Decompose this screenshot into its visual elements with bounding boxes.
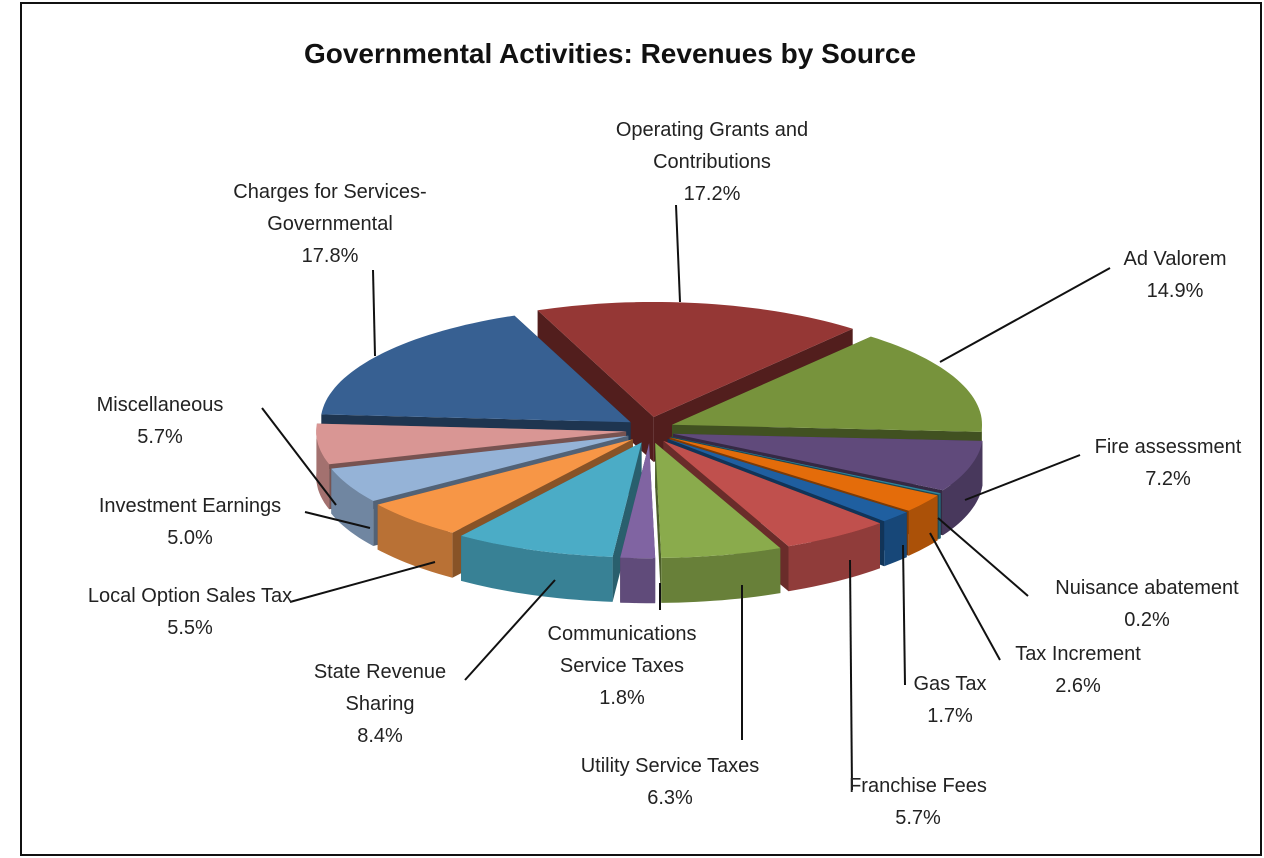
leader-line (939, 267, 1111, 363)
category-label: Investment Earnings (98, 495, 282, 517)
data-label: Communications Service Taxes 1.8% (517, 618, 727, 714)
value-label: 5.7% (895, 807, 941, 829)
data-label: Gas Tax 1.7% (895, 668, 1005, 732)
slice-side (377, 504, 453, 578)
slice (321, 315, 631, 423)
value-label: 6.3% (647, 787, 693, 809)
slice-wall (331, 435, 629, 514)
value-label: 17.8% (301, 245, 359, 267)
data-label: Local Option Sales Tax 5.5% (80, 580, 300, 644)
value-label: 1.7% (927, 705, 973, 727)
data-label: Tax Increment 2.6% (988, 638, 1168, 702)
slice-side (942, 440, 983, 536)
value-label: 0.2% (1124, 609, 1170, 631)
category-label: Gas Tax (913, 673, 987, 695)
slice (537, 302, 853, 417)
category-label: State Revenue Sharing (313, 661, 447, 715)
value-label: 1.8% (599, 687, 645, 709)
value-label: 5.0% (167, 527, 213, 549)
slice (672, 336, 982, 432)
data-label: Nuisance abatement 0.2% (1027, 572, 1264, 636)
slice (316, 423, 627, 465)
category-label: Charges for Services-Governmental (233, 181, 427, 235)
slice-side (620, 557, 656, 604)
value-label: 8.4% (357, 725, 403, 747)
category-label: Nuisance abatement (1055, 577, 1239, 599)
slice (620, 443, 656, 559)
slice (667, 438, 907, 522)
slice (669, 437, 938, 511)
leader-line (964, 454, 1081, 501)
slice-side (788, 523, 880, 592)
category-label: Franchise Fees (849, 775, 987, 797)
leader-line (849, 559, 853, 791)
frame (20, 2, 1262, 856)
slice (655, 442, 781, 558)
data-label: Fire assessment 7.2% (1068, 431, 1264, 495)
slice-side (908, 495, 938, 556)
slice-side (884, 512, 907, 567)
leader-line (902, 544, 906, 686)
leader-line (675, 204, 681, 303)
slice-side (316, 427, 330, 510)
data-label: Investment Earnings 5.0% (70, 490, 310, 554)
data-label: Operating Grants and Contributions 17.2% (582, 114, 842, 210)
category-label: Fire assessment (1094, 436, 1242, 458)
slice (663, 440, 880, 547)
category-label: Miscellaneous (96, 394, 224, 416)
value-label: 2.6% (1055, 675, 1101, 697)
leader-line (261, 407, 337, 506)
leader-line (937, 517, 1029, 597)
leader-line (464, 579, 556, 681)
slice (331, 435, 629, 501)
leader-line (304, 511, 371, 529)
slice (673, 433, 983, 491)
category-label: Utility Service Taxes (580, 755, 760, 777)
value-label: 7.2% (1145, 468, 1191, 490)
data-label: Miscellaneous 5.7% (70, 389, 250, 453)
leader-line (372, 269, 376, 357)
category-label: Operating Grants and Contributions (615, 119, 809, 173)
slice-side (461, 535, 613, 602)
slice-side (661, 548, 781, 603)
chart-title: Governmental Activities: Revenues by Sou… (303, 38, 917, 69)
value-label: 14.9% (1146, 280, 1204, 302)
value-label: 5.5% (167, 617, 213, 639)
slice (461, 442, 642, 557)
slice-wall (655, 442, 662, 603)
data-label: Utility Service Taxes 6.3% (550, 750, 790, 814)
slice (670, 436, 941, 495)
category-label: Ad Valorem (1123, 248, 1227, 270)
data-label: State Revenue Sharing 8.4% (290, 656, 470, 752)
leader-line (289, 561, 436, 603)
slice (377, 439, 633, 533)
leader-line (929, 532, 1001, 661)
category-label: Communications Service Taxes (547, 623, 697, 677)
data-label: Charges for Services-Governmental 17.8% (200, 176, 460, 272)
category-label: Local Option Sales Tax (87, 585, 293, 607)
category-label: Tax Increment (1015, 643, 1141, 665)
data-label: Ad Valorem 14.9% (1095, 243, 1255, 307)
value-label: 17.2% (683, 183, 741, 205)
data-label: Franchise Fees 5.7% (823, 770, 1013, 834)
slice-side (938, 493, 941, 540)
value-label: 5.7% (137, 426, 183, 448)
